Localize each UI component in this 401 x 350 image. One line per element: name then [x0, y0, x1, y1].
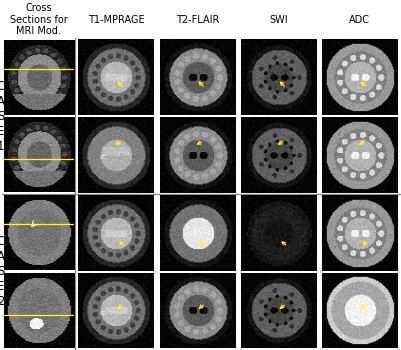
Text: C: C: [120, 233, 124, 238]
Text: T2-FLAIR: T2-FLAIR: [176, 14, 219, 25]
Text: Cross
Sections for
MRI Mod.: Cross Sections for MRI Mod.: [10, 3, 68, 36]
Text: C
A
S
E
2: C A S E 2: [0, 235, 5, 308]
Text: SWI: SWI: [269, 14, 288, 25]
Text: T1-MPRAGE: T1-MPRAGE: [88, 14, 144, 25]
Text: CC: CC: [100, 311, 107, 316]
Text: C
A
S
E
1: C A S E 1: [0, 79, 5, 153]
Text: CC: CC: [100, 155, 107, 160]
Text: ADC: ADC: [349, 14, 370, 25]
Text: C: C: [120, 77, 124, 83]
